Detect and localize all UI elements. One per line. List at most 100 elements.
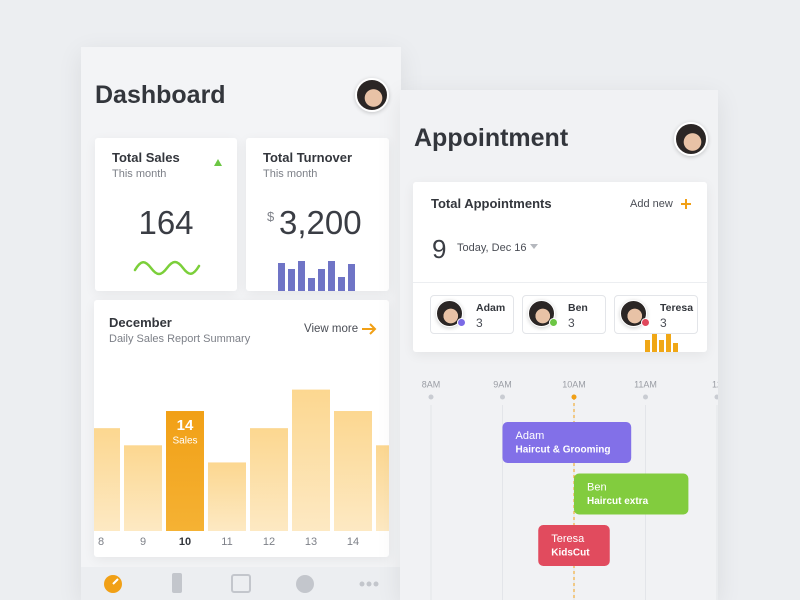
staff-name: Adam [476, 302, 506, 314]
data-label-unit: Sales [172, 436, 197, 447]
staff-card[interactable]: Ben 3 [522, 295, 606, 334]
avatar[interactable] [355, 78, 389, 112]
card-title: Total Appointments [431, 196, 552, 211]
bar [250, 428, 288, 531]
bar [288, 269, 295, 291]
status-dot [457, 318, 466, 327]
hour-label: 12 [712, 379, 718, 389]
bar [94, 428, 120, 531]
turnover-value: 3,200 [279, 204, 362, 241]
x-tick-label: 14 [347, 536, 359, 548]
bar [645, 340, 650, 352]
bar [308, 278, 315, 291]
sales-chart: 8 9 10 14 Sales 11 12 13 14 [94, 389, 389, 548]
bar [166, 411, 204, 531]
bar [376, 445, 389, 531]
avatar[interactable] [674, 122, 708, 156]
card-subtitle: This month [112, 168, 167, 180]
staff-count: 3 [476, 316, 483, 330]
tick-dot [643, 394, 648, 400]
report-card: December Daily Sales Report Summary View… [94, 300, 389, 557]
count: 9 [432, 234, 447, 264]
sales-value: 164 [138, 204, 194, 241]
bar [666, 332, 671, 352]
nav-calendar[interactable] [231, 574, 251, 593]
total-turnover-card: Total Turnover This month $ 3,200 [246, 138, 389, 291]
bar [652, 334, 657, 352]
trend-icon [214, 159, 222, 166]
event[interactable] [538, 525, 610, 566]
hour-label: 11AM [634, 379, 657, 389]
bar [338, 277, 345, 291]
status-dot [549, 318, 558, 327]
x-tick-label: 10 [179, 536, 191, 548]
view-more-link[interactable]: View more [304, 323, 359, 335]
bar [673, 343, 678, 352]
bar [298, 261, 305, 291]
bar [659, 340, 664, 352]
nav-phone[interactable] [172, 573, 182, 593]
dashboard-screen: Dashboard Total Sales This month 164 Tot… [81, 47, 401, 600]
nav-icons [104, 573, 379, 593]
bar [208, 462, 246, 531]
sparkline [133, 260, 201, 276]
hour-label: 8AM [422, 379, 441, 389]
divider [413, 282, 707, 283]
now-dot [571, 394, 577, 400]
card-title: December [109, 315, 172, 330]
event[interactable] [502, 422, 632, 463]
event-name: Teresa [551, 533, 585, 545]
x-tick-label: 9 [140, 536, 146, 548]
x-tick-label: 12 [263, 536, 275, 548]
x-tick-label: 11 [221, 536, 232, 548]
bar [292, 389, 330, 531]
event-name: Ben [587, 481, 607, 493]
status-dot [641, 318, 650, 327]
bar [328, 261, 335, 291]
plus-icon[interactable] [680, 198, 692, 210]
date[interactable]: Today, Dec 16 [457, 242, 527, 254]
staff-count: 3 [660, 316, 667, 330]
bottom-nav [81, 567, 401, 600]
total-sales-card: Total Sales This month 164 [95, 138, 237, 291]
bar [348, 264, 355, 291]
staff-name: Teresa [660, 302, 694, 314]
mini-bars [645, 332, 678, 352]
title: Dashboard [95, 81, 226, 109]
nav-transfer[interactable] [296, 575, 314, 593]
nav-more[interactable] [359, 581, 379, 587]
tick-dot [428, 394, 434, 400]
appointments-card: Total Appointments Add new 9 Today, Dec … [413, 182, 707, 352]
tick-dot [500, 394, 505, 400]
staff-count: 3 [568, 316, 575, 330]
caret[interactable] [530, 244, 538, 250]
event-service: Haircut & Grooming [516, 445, 611, 456]
x-tick-label: 8 [98, 536, 104, 548]
staff-card[interactable]: Teresa 3 [614, 295, 698, 334]
bar [334, 411, 372, 531]
bar [124, 445, 162, 531]
event-service: KidsCut [551, 548, 590, 559]
data-label: 14 [177, 417, 194, 434]
appointment-screen: Appointment Total Appointments Add new 9… [400, 90, 718, 600]
card-title: Total Turnover [263, 150, 353, 165]
hour-label: 10AM [562, 379, 586, 389]
hour-label: 9AM [493, 379, 512, 389]
add-new[interactable]: Add new [630, 198, 673, 210]
staff-card[interactable]: Adam 3 [430, 295, 514, 334]
bar [318, 269, 325, 291]
bar [278, 263, 285, 291]
title: Appointment [414, 124, 569, 152]
event[interactable] [574, 473, 689, 515]
card-title: Total Sales [112, 150, 180, 165]
card-subtitle: This month [263, 168, 318, 180]
arrow-icon[interactable] [361, 323, 377, 335]
currency: $ [267, 209, 275, 224]
event-name: Adam [516, 430, 545, 442]
turnover-bars [278, 261, 355, 291]
card-subtitle: Daily Sales Report Summary [109, 333, 251, 345]
staff-name: Ben [568, 302, 588, 314]
x-tick-label: 13 [305, 536, 317, 548]
timeline: 8AM 9AM 10AM 11AM 12 Adam Haircut & Grooming Be… [422, 379, 718, 600]
